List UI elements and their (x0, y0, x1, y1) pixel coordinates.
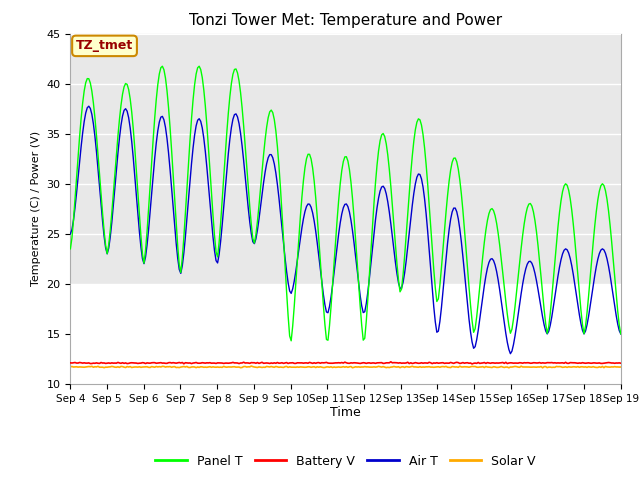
Bar (70, 34, 621, 284)
Legend: Panel T, Battery V, Air T, Solar V: Panel T, Battery V, Air T, Solar V (150, 450, 541, 473)
Y-axis label: Temperature (C) / Power (V): Temperature (C) / Power (V) (31, 131, 41, 287)
Title: Tonzi Tower Met: Temperature and Power: Tonzi Tower Met: Temperature and Power (189, 13, 502, 28)
X-axis label: Time: Time (330, 407, 361, 420)
Text: TZ_tmet: TZ_tmet (76, 39, 133, 52)
